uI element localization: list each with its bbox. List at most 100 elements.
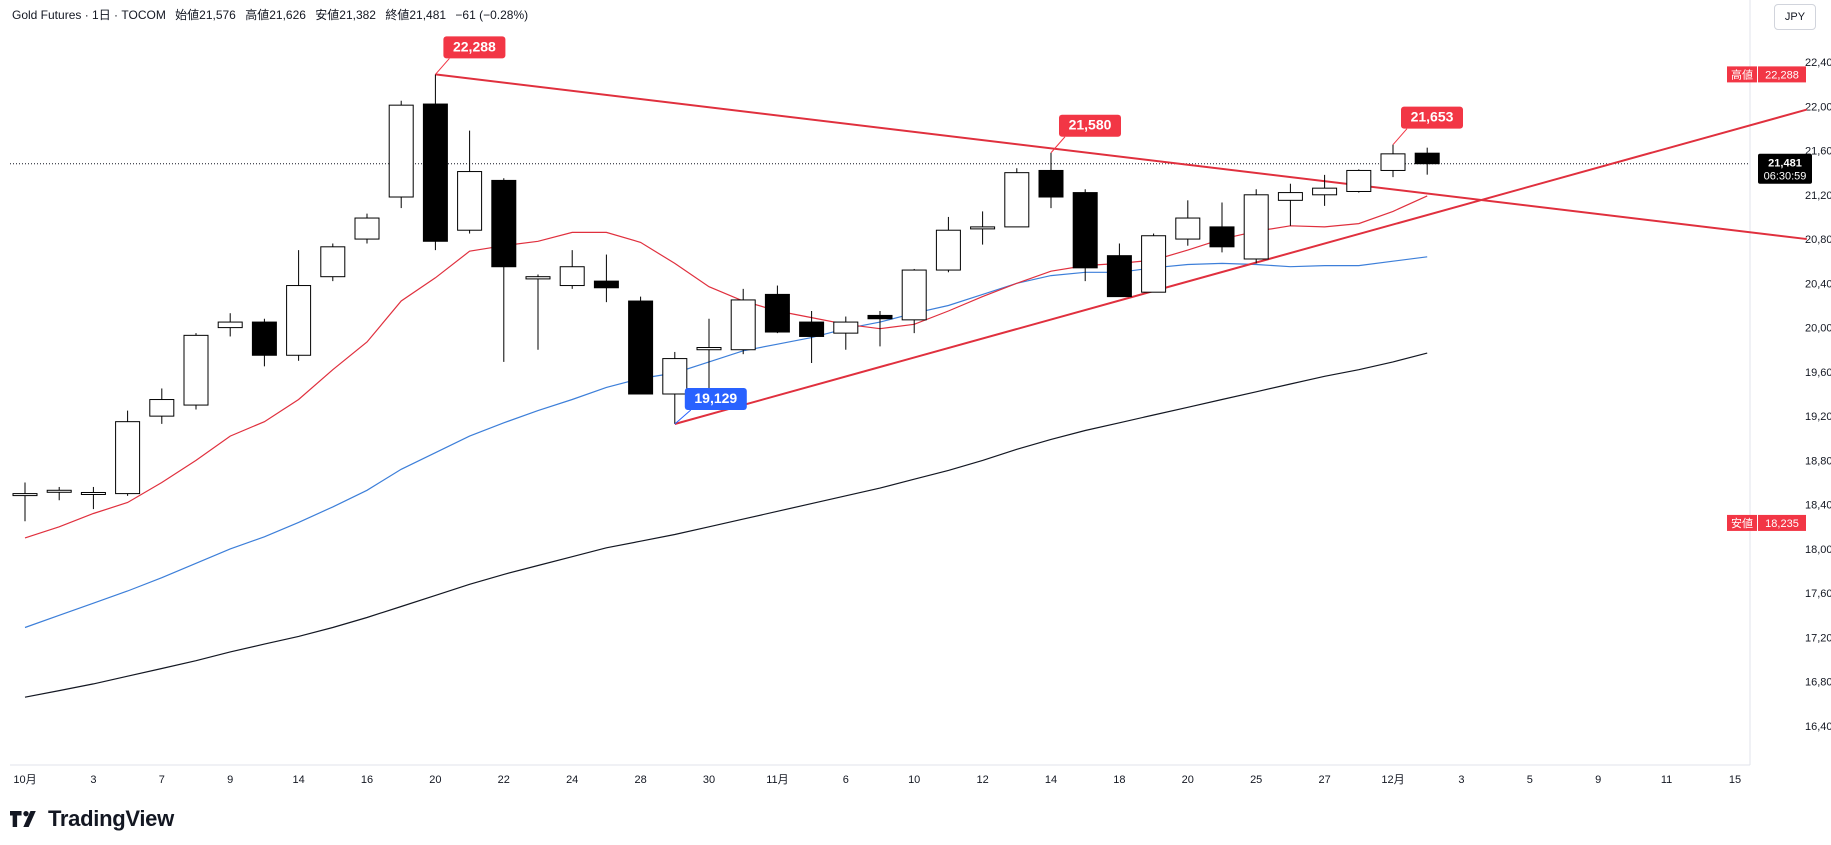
candle [1312,174,1338,206]
candle [422,74,448,251]
x-tick-label: 14 [1045,774,1057,786]
ohlc-open: 始値21,576 [175,8,236,22]
candle [833,316,859,350]
candle [491,178,517,362]
candle [1380,144,1406,178]
candle [12,482,38,522]
candle [901,268,927,334]
candle-body [320,246,346,278]
y-tick-label: 20,000 [1805,323,1831,335]
candle-body [628,300,654,395]
candle [80,486,106,510]
candle-body [935,229,961,271]
candle-body [662,358,688,395]
candle-body [12,493,38,497]
candle [1106,243,1132,298]
candle-body [422,103,448,242]
candle [457,130,483,234]
trendline-resistance [435,73,1807,241]
x-tick-label: 3 [90,774,96,786]
tradingview-logo[interactable]: TradingView [10,806,174,832]
candle [286,250,312,361]
y-tick-label: 21,200 [1805,190,1831,202]
y-tick-label: 22,000 [1805,101,1831,113]
candle-body [217,321,243,329]
callout-pointer [1050,136,1066,154]
x-tick-label: 3 [1458,774,1464,786]
callout-box [1401,106,1463,129]
candle-body [1072,192,1098,269]
low-tag-label-box [1727,514,1757,531]
candle [662,351,688,424]
candle [1277,183,1303,226]
x-tick-label: 9 [1595,774,1601,786]
candle-body [833,321,859,334]
price-chart[interactable]: 16,400 16,800 17,200 17,600 18,000 18,400 18,8… [0,0,1831,800]
candle [970,211,996,245]
candle [1004,168,1030,228]
x-tick-label: 15 [1729,774,1741,786]
y-tick-label: 17,600 [1805,588,1831,600]
y-tick-label: 18,400 [1805,500,1831,512]
x-tick-label: 25 [1250,774,1262,786]
ma-mid-line [24,256,1428,629]
y-tick-label: 16,400 [1805,721,1831,733]
candle-body [1141,235,1167,293]
candle-body [525,276,551,280]
ohlc-high: 高値21,626 [245,8,306,22]
y-tick-label: 16,800 [1805,677,1831,689]
candle-body [115,421,141,495]
candle [1209,202,1235,253]
candle [388,100,414,209]
brand-name: TradingView [48,806,174,831]
candle-body [183,334,209,406]
candle-body [1106,255,1132,298]
candle [183,333,209,410]
x-tick-label: 27 [1318,774,1330,786]
candle-body [559,266,585,287]
candle [1038,152,1064,209]
candle-body [799,321,825,337]
candle-body [696,347,722,351]
candle-body [457,171,483,231]
candle-body [1038,169,1064,198]
candle [696,318,722,394]
candle-body [867,314,893,320]
candle-body [354,217,380,240]
last-price-value: 21,481 [1768,158,1802,170]
high-tag-label-box [1727,66,1757,83]
x-tick-label: 11月 [766,774,788,786]
candle-body [46,489,72,493]
currency-button[interactable]: JPY [1774,4,1816,30]
candle-body [149,399,175,417]
candle [559,250,585,289]
candle-body [80,491,106,495]
candle [593,254,619,303]
candle [628,296,654,395]
ma-short-line [24,195,1428,539]
x-tick-label: 6 [843,774,849,786]
x-tick-label: 5 [1527,774,1533,786]
callout-box [1059,114,1121,137]
candle-body [970,226,996,230]
candle-body [764,293,790,333]
symbol-title[interactable]: Gold Futures · 1日 · TOCOM [12,8,166,22]
candle-body [1380,153,1406,171]
x-tick-label: 10月 [13,774,36,786]
candle [525,274,551,350]
candle [1243,189,1269,264]
x-tick-label: 10 [908,774,920,786]
x-tick-label: 18 [1113,774,1125,786]
low-tag-value-box [1758,514,1806,531]
x-tick-label: 20 [429,774,441,786]
candle [1141,233,1167,293]
high-tag-value: 22,288 [1765,69,1799,81]
candle-body [286,285,312,356]
high-tag-value-box [1758,66,1806,83]
candle [1175,200,1201,246]
candle [46,486,72,501]
trendline-support [674,108,1808,425]
candle [354,213,380,244]
candle-body [491,179,517,268]
candle-body [1004,172,1030,228]
